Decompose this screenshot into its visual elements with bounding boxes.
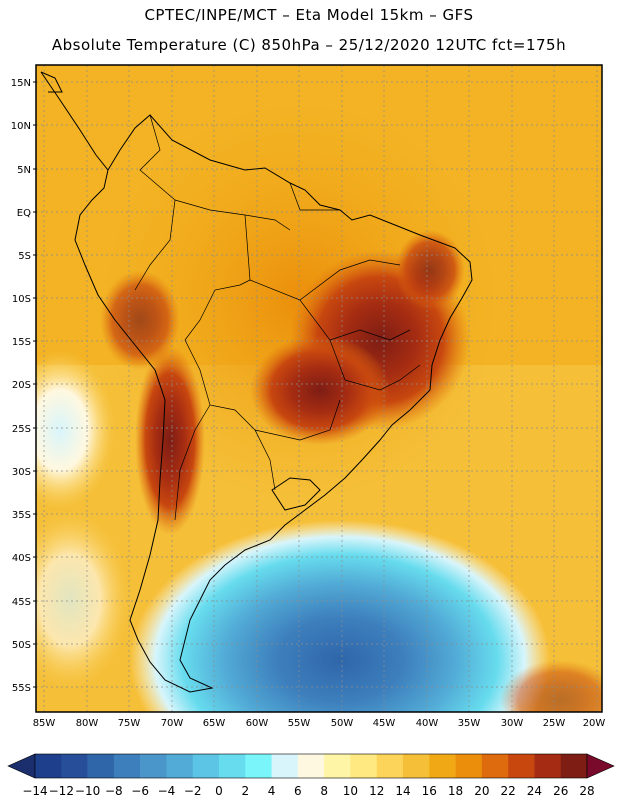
longitude-axis: 85W 80W 75W 70W 65W 60W 55W 50W 45W 40W … [33, 718, 606, 729]
colorbar-swatch [87, 754, 115, 778]
colorbar-label: 6 [294, 784, 302, 798]
colorbar-label: 18 [448, 784, 463, 798]
coastlines [40, 71, 473, 693]
colorbar-swatch [455, 754, 483, 778]
colorbar-high-arrow [586, 753, 615, 779]
title-line-1: CPTEC/INPE/MCT – Eta Model 15km – GFS [144, 6, 474, 24]
colorbar-swatch [140, 754, 167, 778]
colorbar-label: 16 [422, 784, 437, 798]
colorbar-label: 10 [343, 784, 358, 798]
lon-label: 65W [203, 718, 226, 729]
lat-label: 45S [12, 597, 31, 608]
lat-label: 30S [12, 467, 31, 478]
lat-label: 20S [12, 380, 31, 391]
colorbar: −14 −12 −10 −8 −6 −4 −2 0 2 4 6 8 10 12 14 16 18 20 22 24 26… [7, 753, 615, 798]
colorbar-swatch [481, 754, 509, 778]
colorbar-label: 22 [500, 784, 515, 798]
lon-label: 85W [33, 718, 56, 729]
colorbar-label: −8 [105, 784, 123, 798]
lon-label: 20W [583, 718, 606, 729]
colorbar-label: −12 [49, 784, 74, 798]
colorbar-label: 12 [369, 784, 384, 798]
lon-label: 25W [543, 718, 566, 729]
colorbar-label: −10 [75, 784, 100, 798]
lat-label: 5S [18, 251, 31, 262]
colorbar-swatch [324, 754, 351, 778]
map-frame [35, 64, 603, 713]
lat-label: 40S [12, 553, 31, 564]
lat-label: 35S [12, 510, 31, 521]
lat-label: 10N [11, 121, 31, 132]
colorbar-label: −14 [22, 784, 47, 798]
colorbar-label: 26 [553, 784, 568, 798]
lon-label: 50W [331, 718, 354, 729]
lon-label: 70W [161, 718, 184, 729]
colorbar-swatch [271, 754, 299, 778]
colorbar-label: −4 [158, 784, 176, 798]
colorbar-swatch [245, 754, 272, 778]
colorbar-swatch [534, 754, 562, 778]
lat-label: 15N [11, 78, 31, 89]
colorbar-label: 2 [241, 784, 249, 798]
graticule [36, 65, 602, 712]
lon-label: 45W [373, 718, 396, 729]
lat-label: EQ [17, 208, 31, 219]
lon-label: 55W [288, 718, 311, 729]
colorbar-swatch [61, 754, 88, 778]
colorbar-label: 14 [395, 784, 410, 798]
lat-label: 5N [17, 165, 31, 176]
colorbar-swatch [192, 754, 220, 778]
colorbar-labels: −14 −12 −10 −8 −6 −4 −2 0 2 4 6 8 10 12 14 16 18 20 22 24 26… [22, 784, 594, 798]
colorbar-label: 28 [579, 784, 594, 798]
colorbar-swatch [219, 754, 246, 778]
colorbar-swatch [403, 754, 430, 778]
colorbar-swatch [166, 754, 194, 778]
colorbar-label: 24 [527, 784, 542, 798]
colorbar-label: 4 [268, 784, 276, 798]
lon-label: 40W [416, 718, 439, 729]
colorbar-swatch [429, 754, 456, 778]
colorbar-swatch [350, 754, 378, 778]
colorbar-swatch [297, 754, 325, 778]
lon-label: 60W [246, 718, 269, 729]
country-borders [134, 114, 421, 521]
lon-label: 30W [501, 718, 524, 729]
colorbar-swatch [35, 754, 62, 778]
colorbar-swatch [508, 754, 535, 778]
colorbar-label: 20 [474, 784, 489, 798]
latitude-axis: 15N 10N 5N EQ 5S 10S 15S 20S 25S 30S 35S… [11, 78, 31, 694]
lon-label: 35W [458, 718, 481, 729]
colorbar-label: −6 [131, 784, 149, 798]
colorbar-label: −2 [184, 784, 202, 798]
colorbar-low-arrow [7, 753, 36, 779]
lon-label: 75W [118, 718, 141, 729]
lat-label: 55S [12, 683, 31, 694]
colorbar-label: 8 [320, 784, 328, 798]
latitude-ticks [33, 81, 36, 688]
colorbar-swatches [34, 753, 588, 779]
lat-label: 50S [12, 640, 31, 651]
title-line-2: Absolute Temperature (C) 850hPa – 25/12/… [51, 36, 567, 54]
lon-label: 80W [76, 718, 99, 729]
lat-label: 25S [12, 424, 31, 435]
lat-label: 10S [12, 294, 31, 305]
colorbar-swatch [376, 754, 404, 778]
colorbar-swatch [113, 754, 141, 778]
colorbar-label: 0 [215, 784, 223, 798]
colorbar-swatch [560, 754, 588, 778]
temperature-field [36, 65, 602, 712]
lat-label: 15S [12, 337, 31, 348]
